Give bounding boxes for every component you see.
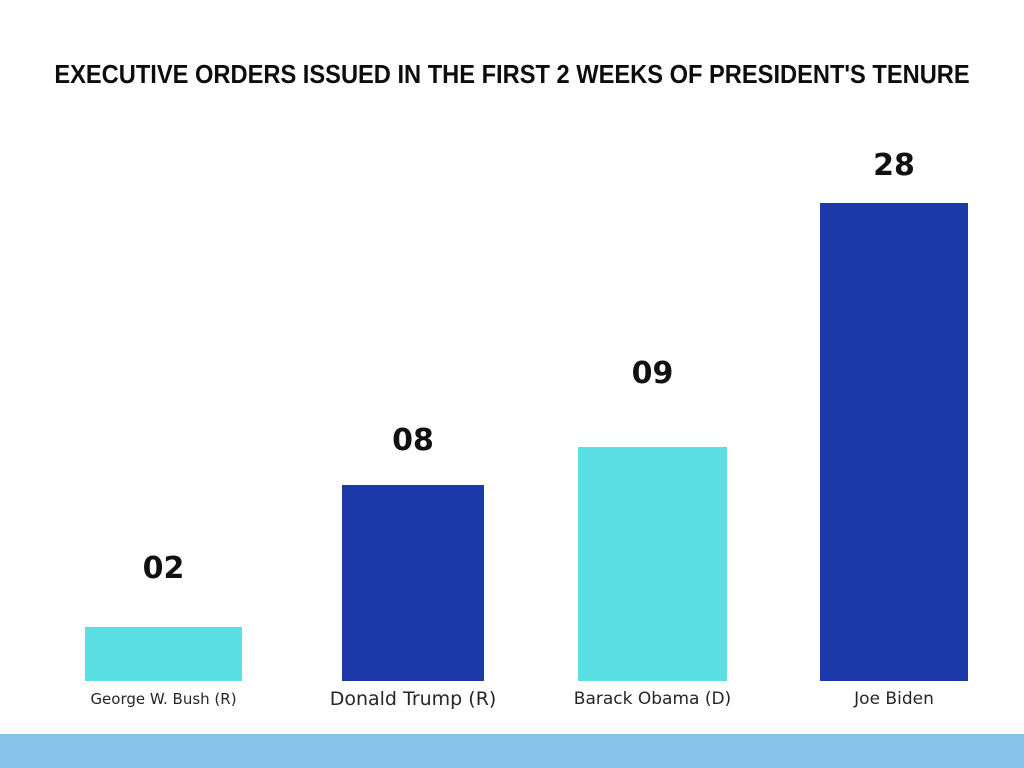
bar-value-trump: 08 (392, 423, 434, 458)
bar-joe-biden (820, 203, 968, 681)
bar-value-bush: 02 (142, 551, 185, 586)
bar-value-obama: 09 (631, 356, 674, 391)
bar-category-obama: Barack Obama (D) (573, 689, 732, 709)
bar-donald-trump (342, 485, 484, 681)
bar-value-biden: 28 (873, 148, 915, 183)
bar-category-trump: Donald Trump (R) (329, 688, 497, 710)
chart-title: EXECUTIVE ORDERS ISSUED IN THE FIRST 2 W… (54, 59, 970, 89)
bar-category-biden: Joe Biden (854, 689, 934, 709)
footer-strip (0, 734, 1024, 768)
bar-george-w-bush (85, 627, 242, 681)
bar-barack-obama (578, 447, 727, 681)
bar-category-bush: George W. Bush (R) (90, 690, 237, 708)
